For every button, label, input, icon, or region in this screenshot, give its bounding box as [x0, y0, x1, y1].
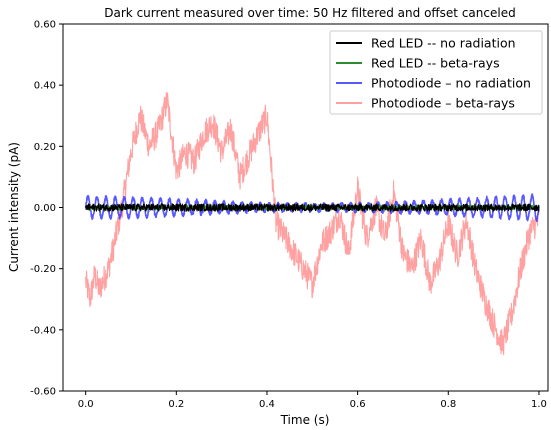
x-axis: 0.0 0.2 0.4 0.6 0.8 1.0 [78, 391, 547, 410]
legend-label: Photodiode – no radiation [371, 76, 531, 91]
y-tick-label: 0.40 [34, 81, 56, 92]
y-tick-label: -0.40 [30, 325, 56, 336]
legend-label: Red LED -- no radiation [371, 36, 516, 51]
legend-label: Red LED -- beta-rays [371, 56, 500, 71]
x-tick-label: 0.2 [168, 399, 184, 410]
plot-area [86, 92, 539, 354]
y-tick-label: 0.20 [34, 142, 56, 153]
x-axis-title: Time (s) [280, 413, 330, 427]
y-tick-label: -0.20 [30, 264, 56, 275]
y-tick-label: 0.60 [34, 20, 56, 31]
y-tick-label: 0.00 [34, 203, 56, 214]
series-line-photodiode-beta-rays [86, 92, 539, 354]
chart-title: Dark current measured over time: 50 Hz f… [104, 6, 515, 20]
x-tick-label: 0.8 [440, 399, 456, 410]
y-tick-label: -0.60 [30, 387, 56, 398]
x-tick-label: 0.6 [350, 399, 366, 410]
legend-label: Photodiode – beta-rays [371, 96, 515, 111]
x-tick-label: 1.0 [531, 399, 547, 410]
y-axis-title: Current intensity (pA) [7, 142, 21, 272]
x-tick-label: 0.4 [259, 399, 275, 410]
legend: Red LED -- no radiation Red LED -- beta-r… [330, 31, 542, 114]
y-axis: -0.60 -0.40 -0.20 0.00 0.20 0.40 0.60 [30, 20, 63, 398]
x-tick-label: 0.0 [78, 399, 94, 410]
